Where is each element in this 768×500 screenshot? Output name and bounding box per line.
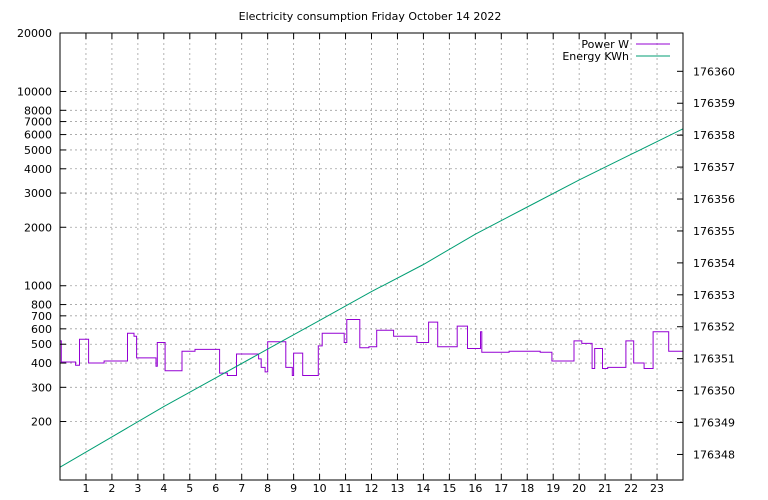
x-tick-label: 1 [82,482,89,495]
y2-tick-label: 176357 [693,161,735,174]
x-tick-label: 14 [416,482,430,495]
x-tick-label: 18 [520,482,534,495]
x-tick-label: 10 [313,482,327,495]
y-tick-label: 700 [31,310,52,323]
x-tick-label: 22 [624,482,638,495]
x-tick-label: 4 [160,482,167,495]
y2-tick-label: 176350 [693,385,735,398]
x-tick-label: 9 [290,482,297,495]
series-line-power [60,319,683,376]
x-tick-label: 17 [494,482,508,495]
x-tick-label: 23 [650,482,664,495]
series-layer [59,128,684,468]
legend-label-power: Power W [581,38,629,51]
y-tick-label: 600 [31,323,52,336]
legend-label-energy: Energy KWh [562,50,629,63]
y-tick-label: 300 [31,381,52,394]
x-tick-label: 7 [238,482,245,495]
legend: Power W Energy KWh [562,38,670,63]
y-tick-label: 6000 [24,129,52,142]
y-tick-label: 7000 [24,116,52,129]
y-tick-label: 200 [31,416,52,429]
x-tick-label: 5 [186,482,193,495]
y-tick-label: 10000 [17,85,52,98]
y-tick-label: 8000 [24,104,52,117]
y2-tick-label: 176351 [693,353,735,366]
y2-tick-label: 176356 [693,193,735,206]
y-tick-label: 800 [31,299,52,312]
x-tick-label: 12 [365,482,379,495]
tick-layer: 1 2 3 4 5 6 7 8 9 10 11 12 13 14 15 16 17 18 19 20 21 22 23200… [17,27,735,495]
y2-tick-label: 176358 [693,129,735,142]
y2-tick-label: 176359 [693,97,735,110]
x-tick-label: 21 [598,482,612,495]
y2-tick-label: 176360 [693,65,735,78]
y-tick-label: 500 [31,338,52,351]
x-tick-label: 16 [468,482,482,495]
chart-title: Electricity consumption Friday October 1… [239,10,502,23]
y2-tick-label: 176349 [693,417,735,430]
x-tick-label: 20 [572,482,586,495]
y2-tick-label: 176353 [693,289,735,302]
y2-tick-label: 176352 [693,321,735,334]
x-tick-label: 3 [134,482,141,495]
x-tick-label: 11 [339,482,353,495]
y-tick-label: 400 [31,357,52,370]
y-tick-label: 4000 [24,163,52,176]
series-line-energy [59,128,684,468]
y-tick-label: 5000 [24,144,52,157]
grid [60,33,683,480]
x-tick-label: 19 [546,482,560,495]
x-tick-label: 2 [108,482,115,495]
x-tick-label: 8 [264,482,271,495]
y2-tick-label: 176348 [693,448,735,461]
x-tick-label: 6 [212,482,219,495]
y2-tick-label: 176354 [693,257,735,270]
x-tick-label: 13 [390,482,404,495]
y-tick-label: 20000 [17,27,52,40]
y-tick-label: 3000 [24,187,52,200]
y2-tick-label: 176355 [693,225,735,238]
x-tick-label: 15 [442,482,456,495]
y-tick-label: 1000 [24,280,52,293]
y-tick-label: 2000 [24,221,52,234]
